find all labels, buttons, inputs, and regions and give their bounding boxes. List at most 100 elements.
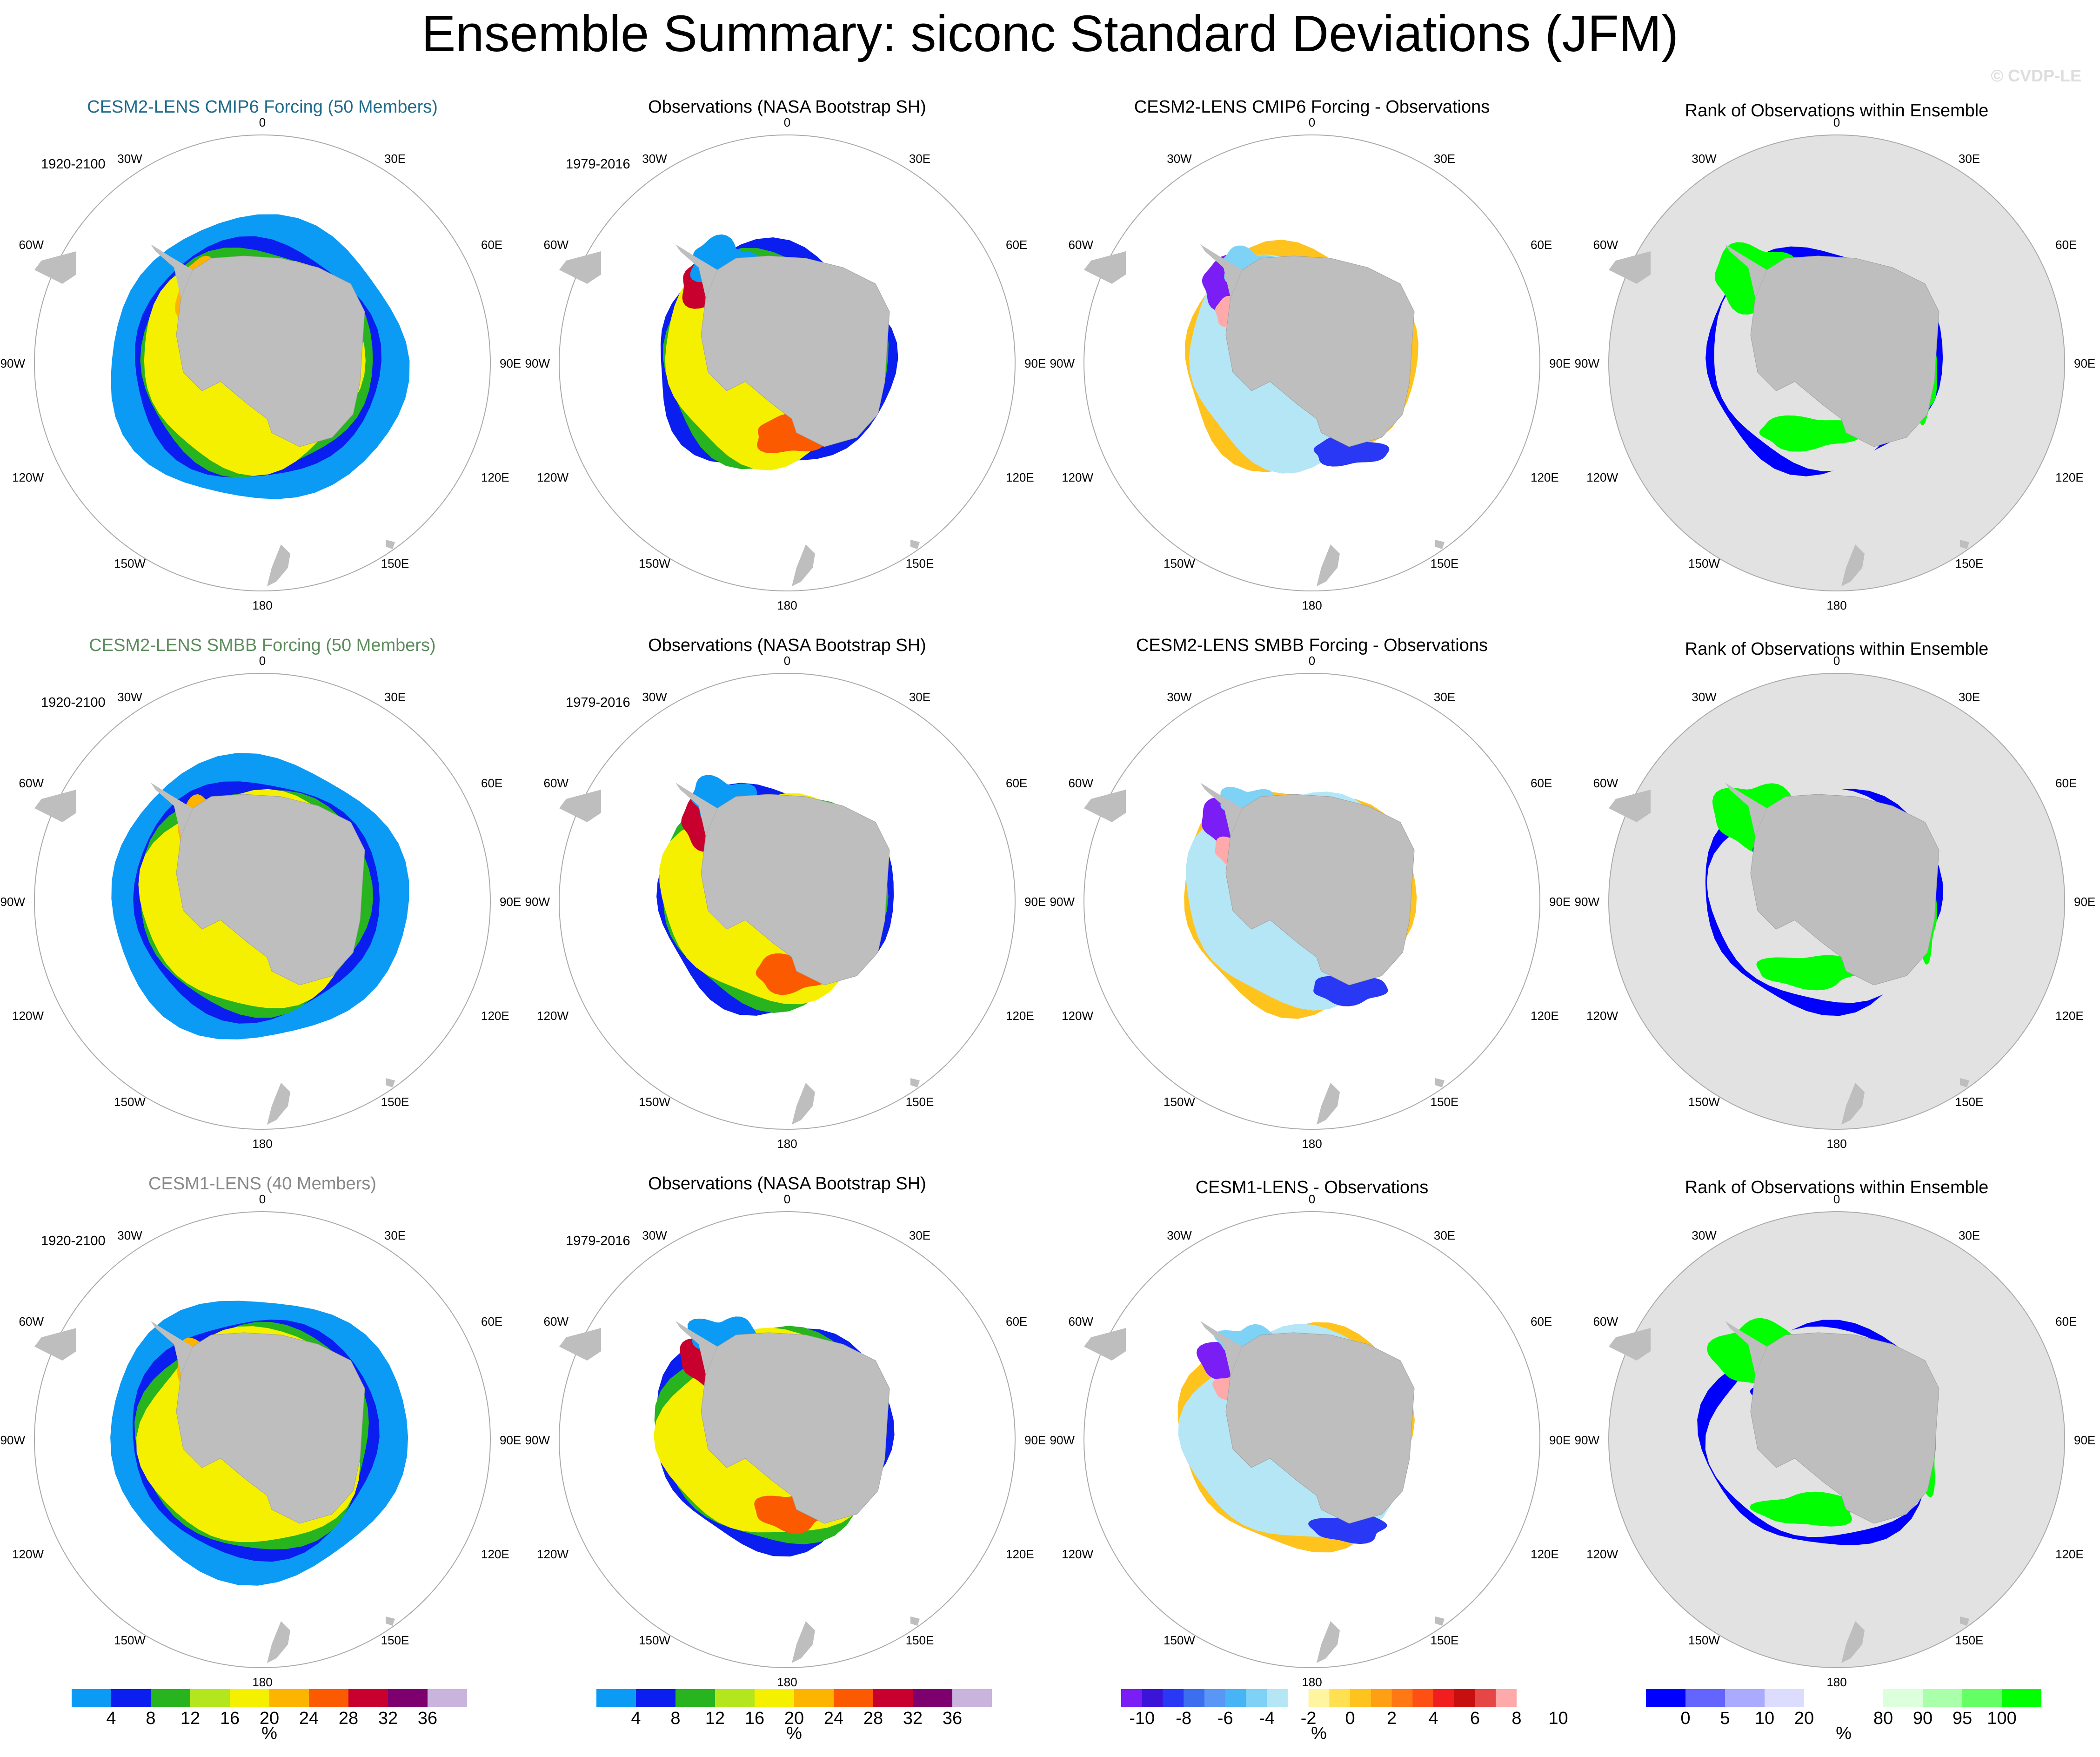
lon-label-lower_right: 150E xyxy=(906,1633,934,1647)
colorbar-tick-label: 4 xyxy=(1428,1709,1438,1728)
lon-label-mid_lower_right: 120E xyxy=(1006,1547,1034,1561)
antarctic-peninsula xyxy=(151,244,193,298)
lon-label-lower_right: 150E xyxy=(906,557,934,570)
lon-label-mid_lower_left: 120W xyxy=(537,470,568,484)
new-zealand-land xyxy=(267,1083,290,1125)
lon-label-mid_upper_left: 60W xyxy=(1593,776,1618,790)
lon-label-mid_left: 90W xyxy=(525,1433,550,1447)
lon-label-lower_right: 150E xyxy=(1955,1095,1984,1109)
south-america-land xyxy=(1084,790,1126,822)
rank-high-ross xyxy=(1749,1491,1858,1527)
lon-label-bottom: 180 xyxy=(1826,1137,1846,1151)
lon-label-lower_right: 150E xyxy=(1955,557,1984,570)
colorbar-swatch xyxy=(1646,1689,1686,1707)
colorbar-swatch xyxy=(1475,1689,1496,1707)
lon-label-mid_upper_right: 60E xyxy=(2055,238,2077,252)
lon-label-mid_right: 90E xyxy=(500,356,521,370)
lon-label-mid_left: 90W xyxy=(1050,895,1075,909)
lon-label-mid_lower_left: 120W xyxy=(537,1009,568,1023)
lon-label-lower_left: 150W xyxy=(639,1095,670,1109)
diff-negative-ross xyxy=(1308,1513,1387,1544)
rank-high-ross xyxy=(1756,955,1862,991)
new-zealand-land xyxy=(267,1621,290,1663)
south-america-land xyxy=(34,251,76,284)
antarctica-landmass xyxy=(1750,255,1939,447)
lon-label-upper_left: 30W xyxy=(642,152,667,166)
lon-label-bottom: 180 xyxy=(252,598,272,612)
lon-label-mid_upper_left: 60W xyxy=(1069,238,1094,252)
antarctica-landmass xyxy=(1225,794,1415,986)
lon-label-mid_upper_right: 60E xyxy=(1531,1314,1552,1328)
lon-label-upper_right: 30E xyxy=(1959,1228,1980,1242)
colorbar-swatch xyxy=(1962,1689,2002,1707)
period-label: 1920-2100 xyxy=(41,1234,106,1248)
period-label: 1920-2100 xyxy=(41,157,106,172)
lon-label-mid_lower_right: 120E xyxy=(2055,1009,2084,1023)
lon-label-mid_lower_left: 120W xyxy=(12,470,44,484)
lon-label-lower_left: 150W xyxy=(1164,557,1195,570)
lon-label-mid_lower_right: 120E xyxy=(481,1009,509,1023)
new-zealand-land xyxy=(267,544,290,586)
colorbar-tick-label: 20 xyxy=(784,1709,804,1728)
polar-map-model: 0 180 30W 30E 60W 60E 90W 90E 120W 120E 150W 150E xyxy=(0,1192,522,1689)
south-america-land xyxy=(1084,251,1126,284)
colorbar-swatch xyxy=(1923,1689,1963,1707)
map-panel-obs-row3: 0 180 30W 30E 60W 60E 90W 90E 120W 120E 150W 150E Ob… xyxy=(525,1167,1050,1707)
lon-label-upper_right: 30E xyxy=(384,152,406,166)
colorbar-swatches xyxy=(596,1689,992,1707)
colorbar-swatch xyxy=(1496,1689,1517,1707)
diff-negative-ross xyxy=(1313,436,1390,467)
new-zealand-land xyxy=(792,1621,815,1663)
lon-label-top: 0 xyxy=(1309,1192,1315,1206)
map-panel-rank-row2: 0 180 30W 30E 60W 60E 90W 90E 120W 120E 150W 150E Ra… xyxy=(1574,629,2099,1169)
lon-label-mid_upper_right: 60E xyxy=(481,776,502,790)
tasmania-land xyxy=(1435,1616,1445,1626)
lon-label-mid_upper_left: 60W xyxy=(544,238,569,252)
lon-label-lower_right: 150E xyxy=(1431,557,1459,570)
antarctic-peninsula xyxy=(151,1321,193,1375)
tasmania-land xyxy=(386,540,395,549)
colorbar-swatch xyxy=(1454,1689,1476,1707)
polar-map-obs: 0 180 30W 30E 60W 60E 90W 90E 120W 120E 150W 150E xyxy=(525,654,1046,1151)
tasmania-land xyxy=(1435,540,1445,549)
polar-map-diff: 0 180 30W 30E 60W 60E 90W 90E 120W 120E 150W 150E xyxy=(1050,654,1571,1151)
lon-label-upper_right: 30E xyxy=(909,152,930,166)
lon-label-mid_upper_right: 60E xyxy=(1531,776,1552,790)
lon-label-bottom: 180 xyxy=(1826,1675,1846,1689)
antarctic-peninsula xyxy=(1725,244,1767,298)
colorbar-swatch xyxy=(388,1689,428,1707)
lon-label-mid_upper_left: 60W xyxy=(19,1314,44,1328)
lon-label-upper_right: 30E xyxy=(1434,690,1455,704)
colorbar-tick-label: -4 xyxy=(1259,1709,1275,1728)
lon-label-upper_left: 30W xyxy=(117,1228,142,1242)
colorbar-swatch xyxy=(230,1689,270,1707)
lon-label-top: 0 xyxy=(1833,1192,1840,1206)
antarctica-landmass xyxy=(1750,1332,1939,1524)
new-zealand-land xyxy=(1317,544,1340,586)
lon-label-mid_upper_left: 60W xyxy=(1069,776,1094,790)
ross-high-std xyxy=(757,413,833,453)
tasmania-land xyxy=(386,1078,395,1087)
colorbar-tick-label: 10 xyxy=(1548,1709,1568,1728)
lon-label-lower_right: 150E xyxy=(381,1633,409,1647)
colorbar-swatch xyxy=(151,1689,191,1707)
lon-label-mid_lower_left: 120W xyxy=(12,1547,44,1561)
colorbar-tick-label: 80 xyxy=(1873,1709,1893,1728)
antarctic-peninsula xyxy=(1200,1321,1242,1375)
colorbar-tick-label: 24 xyxy=(299,1709,319,1728)
antarctica-landmass xyxy=(1225,1332,1415,1524)
colorbar-tick-label: 0 xyxy=(1345,1709,1355,1728)
colorbar-swatch xyxy=(111,1689,151,1707)
colorbar-tick-label: 0 xyxy=(1680,1709,1691,1728)
colorbar-tick-label: 12 xyxy=(705,1709,725,1728)
lon-label-mid_left: 90W xyxy=(1050,356,1075,370)
lon-label-upper_right: 30E xyxy=(909,690,930,704)
lon-label-mid_lower_left: 120W xyxy=(1062,470,1093,484)
lon-label-mid_right: 90E xyxy=(1549,1433,1571,1447)
antarctica-landmass xyxy=(1225,255,1415,447)
antarctica-landmass xyxy=(701,794,890,986)
lon-label-lower_right: 150E xyxy=(1955,1633,1984,1647)
colorbar-swatch xyxy=(675,1689,716,1707)
colorbar-swatch xyxy=(1844,1689,1884,1707)
colorbar-swatch xyxy=(72,1689,112,1707)
